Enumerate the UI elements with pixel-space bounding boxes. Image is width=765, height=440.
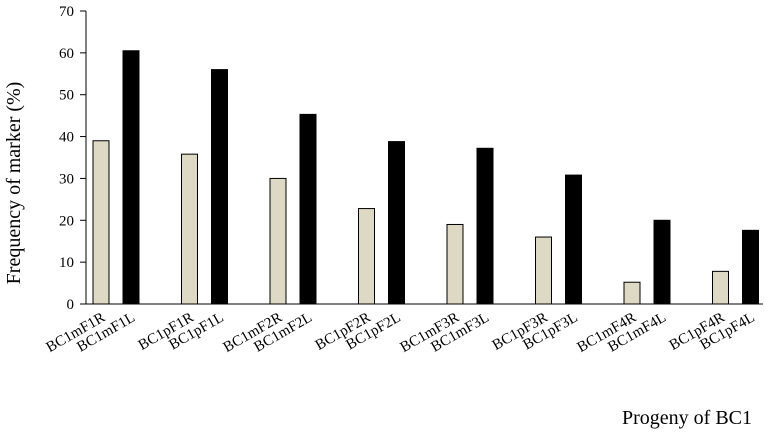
y-tick-label: 60 bbox=[59, 46, 74, 62]
bar-l bbox=[653, 219, 671, 305]
y-tick-label: 50 bbox=[59, 88, 74, 104]
y-tick-label: 40 bbox=[59, 130, 74, 146]
bar-r bbox=[712, 270, 729, 305]
bar-r bbox=[623, 281, 641, 305]
bar-r bbox=[269, 177, 287, 305]
bar-r bbox=[446, 223, 464, 305]
bars-layer bbox=[92, 50, 759, 305]
bar-r bbox=[358, 208, 375, 305]
bar-l bbox=[565, 174, 582, 305]
bar-l bbox=[742, 229, 759, 305]
bar-l bbox=[388, 141, 405, 305]
y-axis-title: Frequency of marker (%) bbox=[3, 82, 25, 285]
y-tick-label: 20 bbox=[59, 213, 74, 229]
bar-r bbox=[92, 140, 110, 305]
x-axis-title: Progeny of BC1 bbox=[622, 407, 752, 429]
bar-r bbox=[535, 236, 552, 305]
y-tick-label: 70 bbox=[59, 4, 74, 20]
labels-layer: BC1mF1RBC1mF1LBC1pF1RBC1pF1LBC1mF2RBC1mF… bbox=[44, 310, 758, 356]
bar-l bbox=[211, 69, 228, 305]
y-tick-label: 10 bbox=[59, 255, 74, 271]
bar-l bbox=[122, 50, 140, 305]
bar-l bbox=[476, 147, 494, 305]
bar-r bbox=[181, 153, 198, 305]
axes-layer: 0 10 20 30 40 50 60 70 bbox=[59, 4, 763, 313]
y-tick-label: 30 bbox=[59, 171, 74, 187]
bar-l bbox=[299, 113, 317, 305]
y-tick-label: 0 bbox=[67, 297, 75, 313]
